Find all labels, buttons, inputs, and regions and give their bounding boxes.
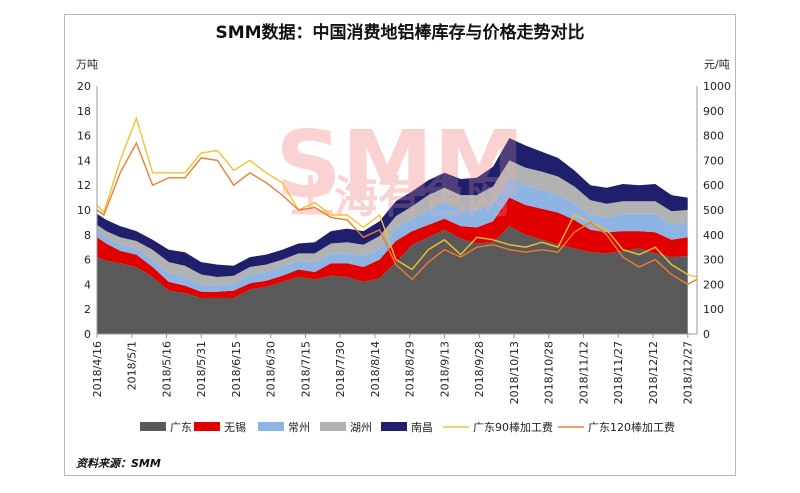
x-tick-label: 2018/6/30 [265, 341, 278, 397]
x-tick-label: 2018/12/27 [682, 341, 695, 404]
x-tick-label: 2018/5/16 [161, 341, 174, 397]
legend-label-0: 广东 [170, 421, 192, 434]
y-left-tick-label: 20 [77, 80, 91, 93]
axes: 0246810121416182001002003004005006007008… [77, 80, 731, 404]
y-left-tick-label: 6 [84, 254, 91, 267]
x-tick-label: 2018/8/29 [404, 341, 417, 397]
legend-label-6: 广东120棒加工费 [588, 420, 675, 434]
y-right-tick-label: 600 [703, 179, 724, 192]
area-series-4 [97, 138, 688, 277]
price-lines [96, 116, 698, 286]
line-series-1 [96, 141, 698, 286]
y-left-tick-label: 2 [84, 303, 91, 316]
y-left-tick-label: 8 [84, 229, 91, 242]
area-series-3 [97, 160, 688, 286]
y-right-tick-label: 500 [703, 204, 724, 217]
x-tick-label: 2018/10/28 [543, 341, 556, 404]
legend: 广东 无锡 常州 湖州 南昌 广东90棒加工费 广东120棒加工费 [140, 420, 675, 434]
y-right-tick-label: 100 [703, 303, 724, 316]
x-tick-label: 2018/5/31 [195, 341, 208, 397]
x-tick-label: 2018/7/15 [300, 341, 313, 397]
y-right-tick-label: 200 [703, 278, 724, 291]
right-unit-label: 元/吨 [704, 58, 730, 71]
y-left-tick-label: 4 [84, 278, 91, 291]
legend-swatch-0 [140, 422, 166, 431]
legend-label-5: 广东90棒加工费 [473, 420, 553, 434]
stacked-areas [97, 138, 688, 334]
legend-swatch-1 [194, 422, 220, 431]
legend-swatch-3 [320, 422, 346, 431]
y-left-tick-label: 10 [77, 204, 91, 217]
x-tick-label: 2018/11/27 [612, 341, 625, 404]
chart-frame [64, 14, 736, 476]
legend-label-2: 常州 [288, 421, 310, 434]
x-tick-label: 2018/10/13 [508, 341, 521, 404]
x-tick-label: 2018/8/14 [369, 341, 382, 397]
y-left-tick-label: 18 [77, 105, 91, 118]
y-right-tick-label: 700 [703, 154, 724, 167]
legend-swatch-4 [381, 422, 407, 431]
y-right-tick-label: 0 [703, 328, 710, 341]
left-unit-label: 万吨 [76, 58, 98, 71]
y-left-tick-label: 12 [77, 179, 91, 192]
y-right-tick-label: 1000 [703, 80, 731, 93]
x-tick-label: 2018/5/1 [126, 341, 139, 390]
y-left-tick-label: 0 [84, 328, 91, 341]
x-tick-label: 2018/11/12 [578, 341, 591, 404]
y-right-tick-label: 900 [703, 105, 724, 118]
area-series-0 [97, 226, 688, 334]
legend-label-1: 无锡 [224, 420, 246, 434]
x-tick-label: 2018/6/15 [230, 341, 243, 397]
source-note: 资料来源：SMM [76, 457, 161, 470]
y-right-tick-label: 400 [703, 229, 724, 242]
x-tick-label: 2018/9/13 [439, 341, 452, 397]
line-series-0 [96, 116, 698, 278]
x-tick-label: 2018/9/28 [473, 341, 486, 397]
area-series-1 [97, 197, 688, 298]
y-right-tick-label: 800 [703, 130, 724, 143]
watermark-brand-overlay: SMM [275, 111, 524, 218]
y-left-tick-label: 14 [77, 154, 91, 167]
y-left-tick-label: 16 [77, 130, 91, 143]
legend-swatch-2 [258, 422, 284, 431]
x-tick-label: 2018/7/30 [334, 341, 347, 397]
watermark-cn-overlay: 上海有色网 [290, 172, 510, 223]
x-tick-label: 2018/12/12 [647, 341, 660, 404]
chart-title: SMM数据：中国消费地铝棒库存与价格走势对比 [215, 23, 585, 43]
y-right-tick-label: 300 [703, 254, 724, 267]
x-tick-label: 2018/4/16 [91, 341, 104, 397]
legend-label-3: 湖州 [350, 421, 372, 434]
legend-label-4: 南昌 [411, 421, 433, 434]
area-series-2 [97, 177, 688, 292]
